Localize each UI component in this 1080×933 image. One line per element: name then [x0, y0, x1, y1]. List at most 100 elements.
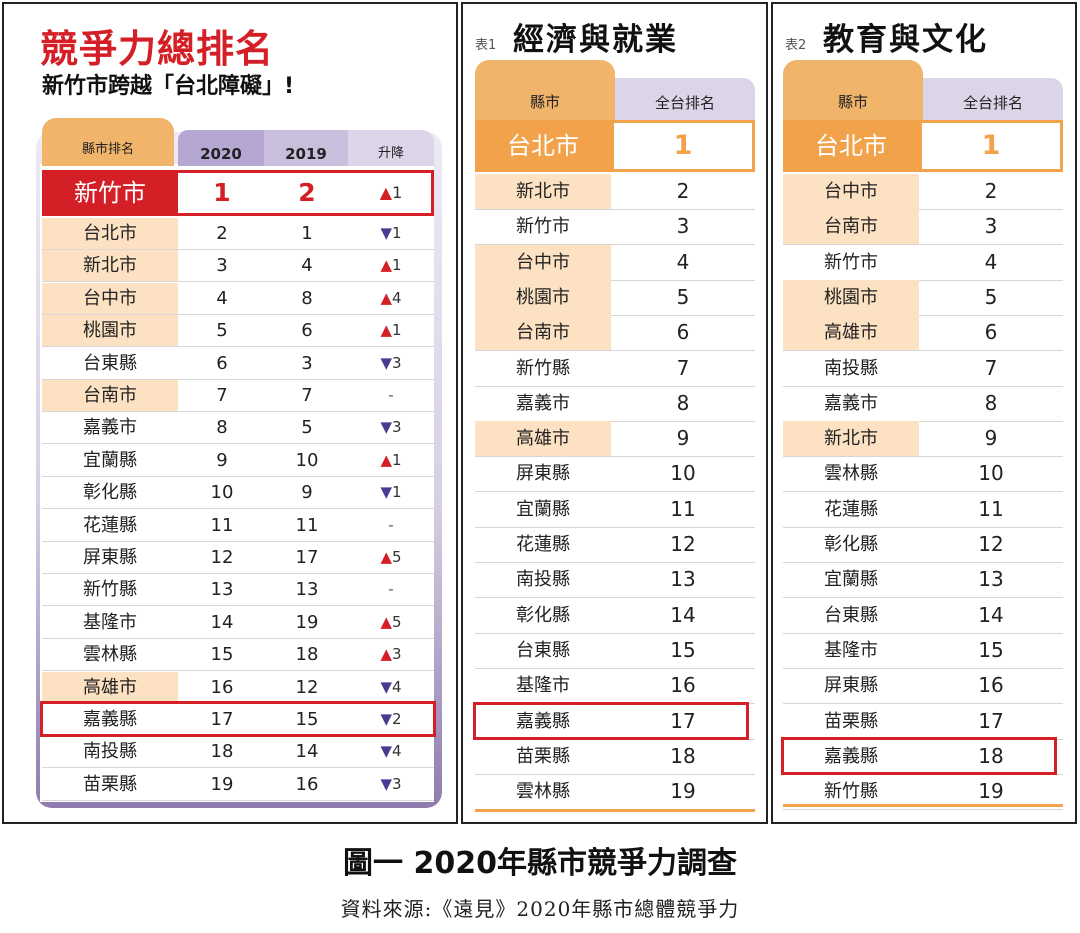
- row-change-value: 5: [392, 612, 402, 631]
- table-row: 苗栗縣 17: [783, 704, 1063, 740]
- row-rank: 19: [978, 779, 1004, 804]
- row-change: ▼4: [348, 736, 434, 767]
- row-change: -: [348, 380, 434, 411]
- top-city-name: 新竹市: [42, 170, 178, 216]
- row-city-name: 台北市: [783, 120, 919, 172]
- row-rank-2020: 15: [210, 644, 234, 666]
- row-change-value: 4: [392, 288, 402, 307]
- table-row: 台東縣 15: [475, 633, 755, 669]
- row-rank-2020: 3: [216, 255, 228, 277]
- row-change: ▲4: [348, 283, 434, 314]
- overall-ranking-title: 競爭力總排名: [40, 26, 275, 71]
- row-city-name: 南投縣: [824, 357, 878, 379]
- row-rank: 3: [676, 214, 690, 239]
- row-city-name: 苗栗縣: [516, 745, 570, 767]
- row-rank: 17: [978, 708, 1004, 733]
- row-city-name: 台中市: [42, 282, 178, 314]
- row-highlight-box: [40, 701, 436, 738]
- row-city-name: 桃園市: [42, 315, 178, 347]
- col-header-2019: 2019: [264, 130, 348, 166]
- row-change-value: -: [388, 386, 394, 404]
- table-2-header-region: 縣市: [783, 60, 923, 120]
- row-highlight-box: [781, 736, 1057, 776]
- arrow-up-icon: ▲: [379, 183, 393, 202]
- table-row: 新竹市 3: [475, 209, 755, 246]
- table-row: 彰化縣 10 9 ▼1: [42, 477, 434, 510]
- row-change-value: 1: [392, 256, 402, 275]
- row-city-name: 新北市: [42, 250, 178, 282]
- table-row: 南投縣 7: [783, 351, 1063, 387]
- row-rank: 11: [978, 496, 1004, 521]
- row-change-value: 3: [392, 645, 402, 664]
- row-city-name: 新竹市: [824, 251, 878, 273]
- table-1-title: 經濟與就業: [513, 22, 678, 58]
- row-city-name: 台南市: [42, 380, 178, 411]
- table-row: 桃園市 5: [475, 279, 755, 316]
- arrow-up-icon: ▲: [380, 612, 392, 631]
- row-rank-2019: 13: [295, 579, 319, 601]
- row-change: ▲1: [348, 250, 434, 281]
- row-city-name: 嘉義市: [516, 392, 570, 414]
- row-change: ▼3: [348, 769, 434, 800]
- row-rank: 12: [978, 532, 1004, 556]
- table-row: 嘉義市 8: [783, 386, 1063, 422]
- table-row: 新北市 9: [783, 421, 1063, 458]
- row-city-name: 新竹縣: [516, 357, 570, 379]
- arrow-down-icon: ▼: [380, 742, 392, 761]
- overall-ranking-panel: 競爭力總排名 新竹市跨越「台北障礙」! 縣市排名 2020 2019 升降 新竹…: [2, 2, 458, 824]
- row-rank-2019: 15: [295, 709, 319, 730]
- row-city-name: 花蓮縣: [824, 498, 878, 520]
- table-row: 南投縣 18 14 ▼4: [42, 736, 434, 769]
- table-row: 台南市 3: [783, 209, 1063, 246]
- row-city-name: 彰化縣: [83, 482, 137, 504]
- arrow-down-icon: ▼: [380, 774, 392, 793]
- row-city-name: 屏東縣: [824, 675, 878, 697]
- row-rank-2019: 5: [301, 417, 313, 439]
- row-rank-2019: 4: [301, 255, 313, 277]
- row-city-name: 桃園市: [783, 279, 919, 315]
- table-row: 嘉義縣 17: [475, 704, 755, 740]
- table-row: 苗栗縣 18: [475, 739, 755, 775]
- row-rank: 10: [978, 461, 1004, 486]
- row-change: ▼1: [348, 218, 434, 249]
- row-rank: 2: [676, 179, 690, 203]
- row-change: ▲5: [348, 607, 434, 638]
- row-rank: 9: [984, 426, 998, 451]
- row-rank-2020: 19: [210, 773, 234, 795]
- row-city-name: 嘉義縣: [516, 710, 570, 732]
- row-city-name: 嘉義市: [824, 392, 878, 414]
- table-1-header-region: 縣市: [475, 60, 615, 120]
- row-city-name: 屏東縣: [516, 463, 570, 485]
- table-row: 宜蘭縣 9 10 ▲1: [42, 445, 434, 477]
- row-rank: 15: [978, 637, 1004, 662]
- table-row: 新竹縣 19: [783, 774, 1063, 811]
- row-city-name: 花蓮縣: [83, 514, 137, 536]
- table-row: 南投縣 13: [475, 562, 755, 599]
- row-rank-2019: 8: [301, 287, 313, 309]
- row-change: -: [348, 574, 434, 605]
- overall-ranking-subtitle: 新竹市跨越「台北障礙」!: [42, 74, 295, 99]
- row-rank: 14: [670, 602, 696, 627]
- table-row: 雲林縣 10: [783, 456, 1063, 493]
- row-rank-2020: 4: [216, 287, 228, 309]
- row-change-value: 1: [392, 224, 402, 242]
- table-row: 雲林縣 19: [475, 774, 755, 811]
- row-change-value: -: [388, 515, 394, 534]
- row-rank-2020: 6: [216, 352, 228, 374]
- arrow-up-icon: ▲: [380, 548, 392, 566]
- table-row: 高雄市 6: [783, 315, 1063, 352]
- economy-employment-panel: 表1 經濟與就業 縣市 全台排名 台北市 1 新北市 2 新竹市 3 台中市 4 桃園市 5 台南市…: [461, 2, 768, 824]
- row-city-name: 新北市: [475, 174, 611, 209]
- table-row: 桃園市 5: [783, 279, 1063, 316]
- row-rank: 6: [676, 320, 690, 345]
- table-row: 基隆市 16: [475, 668, 755, 705]
- row-rank: 18: [978, 743, 1004, 768]
- row-city-name: 台東縣: [516, 639, 570, 661]
- row-city-name: 苗栗縣: [83, 773, 137, 795]
- table-row: 高雄市 9: [475, 421, 755, 458]
- row-rank-2020: 11: [210, 514, 234, 536]
- row-rank: 1: [919, 120, 1063, 172]
- row-change-value: 3: [392, 774, 402, 793]
- row-highlight-box: [473, 701, 749, 740]
- top-city-rank-2019: 2: [298, 178, 316, 207]
